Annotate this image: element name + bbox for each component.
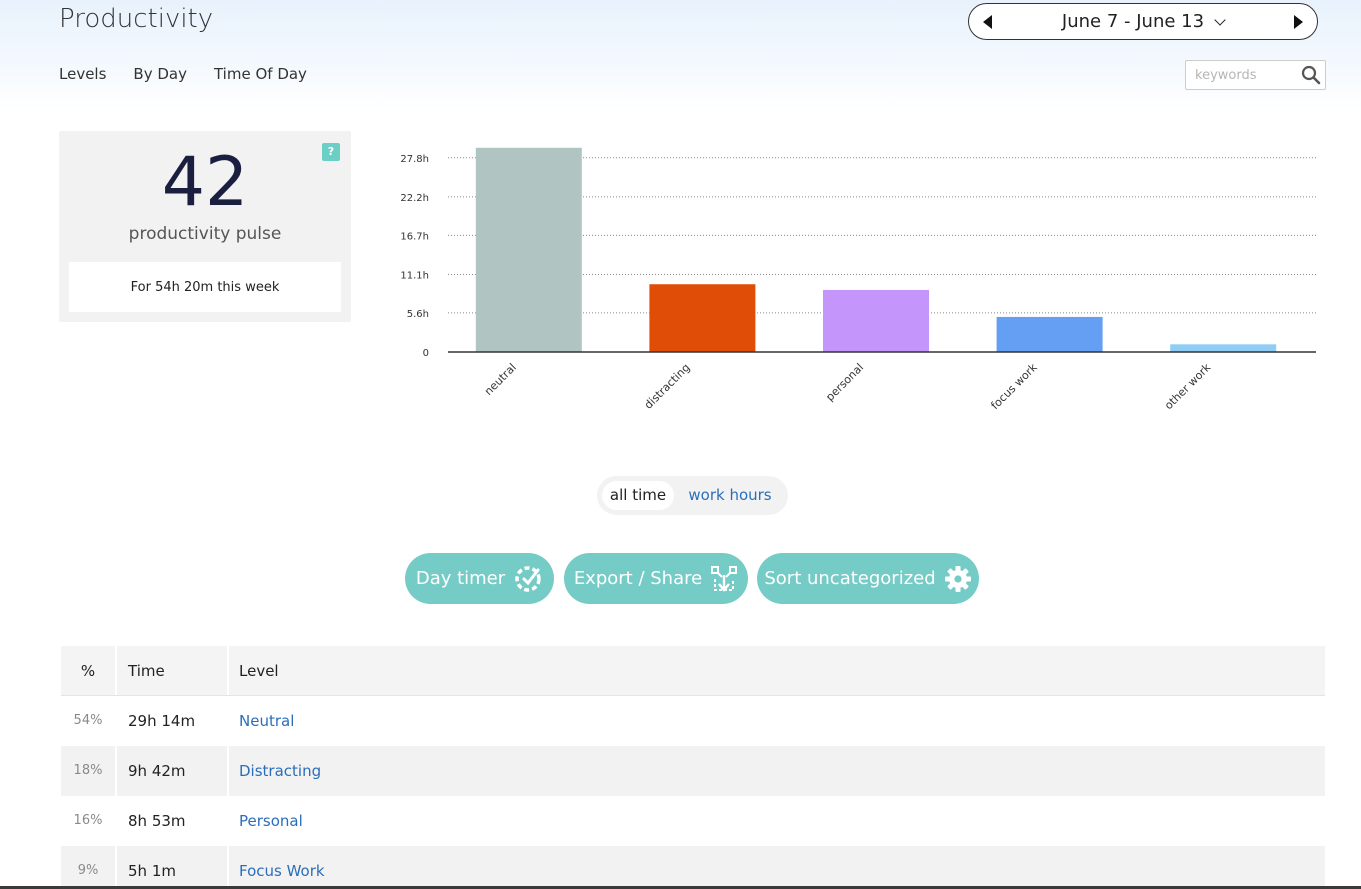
chevron-down-icon [1214, 13, 1226, 26]
next-week-icon[interactable] [1293, 14, 1303, 29]
tab-by-day[interactable]: By Day [133, 65, 187, 83]
row-level-link[interactable]: Personal [227, 796, 1325, 846]
bar-personal[interactable] [823, 289, 929, 352]
x-tick-label: focus work [988, 360, 1040, 412]
row-percent: 16% [73, 813, 103, 828]
sort-uncategorized-button[interactable]: Sort uncategorized [757, 553, 979, 604]
row-time: 9h 42m [115, 746, 227, 796]
toggle-all-time[interactable]: all time [602, 481, 674, 510]
page-title: Productivity [59, 4, 214, 34]
y-tick-label: 27.8h [400, 154, 429, 165]
x-tick-label: other work [1162, 360, 1214, 412]
day-timer-label: Day timer [415, 568, 506, 589]
day-timer-button[interactable]: Day timer [405, 553, 554, 604]
header-level[interactable]: Level [227, 646, 1325, 695]
row-time: 5h 1m [115, 846, 227, 889]
date-range-picker: June 7 - June 13 [968, 3, 1318, 40]
tab-levels[interactable]: Levels [59, 65, 107, 83]
table-row: 16% 8h 53m Personal [61, 796, 1325, 846]
x-tick-label: personal [823, 361, 866, 404]
toggle-work-hours[interactable]: work hours [688, 486, 772, 504]
bar-focus-work[interactable] [996, 316, 1103, 352]
y-tick-label: 22.2h [400, 193, 429, 204]
bar-distracting[interactable] [649, 284, 756, 352]
previous-week-icon[interactable] [983, 14, 992, 29]
table-row: 18% 9h 42m Distracting [61, 746, 1325, 796]
timer-icon [515, 565, 541, 592]
row-percent: 54% [73, 713, 103, 728]
help-icon[interactable]: ? [322, 143, 340, 161]
y-tick-label: 0 [423, 348, 429, 359]
y-tick-label: 5.6h [407, 309, 429, 320]
header-percent[interactable]: % [80, 662, 96, 680]
search-input[interactable] [1186, 61, 1296, 89]
levels-table: % Time Level 54% 29h 14m Neutral 18% 9h … [61, 646, 1325, 889]
y-tick-label: 11.1h [400, 270, 429, 281]
row-percent: 9% [77, 863, 99, 878]
date-range-label: June 7 - June 13 [1061, 11, 1205, 32]
nav-tabs: Levels By Day Time Of Day [59, 65, 307, 83]
bar-other-work[interactable] [1170, 344, 1277, 352]
row-level-link[interactable]: Focus Work [227, 846, 1325, 889]
pulse-label: productivity pulse [128, 224, 282, 244]
row-level-link[interactable]: Neutral [227, 696, 1325, 746]
productivity-pulse-card: ? 42 productivity pulse For 54h 20m this… [59, 131, 351, 322]
pulse-score: 42 [161, 143, 249, 222]
table-row: 9% 5h 1m Focus Work [61, 846, 1325, 889]
export-share-button[interactable]: Export / Share [564, 553, 748, 604]
row-time: 8h 53m [115, 796, 227, 846]
export-share-icon [711, 565, 738, 592]
search-box [1185, 60, 1326, 90]
tab-time-of-day[interactable]: Time Of Day [213, 65, 307, 83]
search-icon[interactable] [1301, 65, 1321, 85]
bottom-divider [0, 886, 1361, 889]
table-header: % Time Level [61, 646, 1325, 696]
time-filter-toggle: all time work hours [597, 476, 788, 515]
table-row: 54% 29h 14m Neutral [61, 696, 1325, 746]
x-tick-label: neutral [482, 361, 519, 398]
row-percent: 18% [73, 763, 103, 778]
export-share-label: Export / Share [573, 568, 703, 589]
y-tick-label: 16.7h [400, 231, 429, 242]
row-time: 29h 14m [115, 696, 227, 746]
productivity-bar-chart: 0 5.6h 11.1h 16.7h 22.2h 27.8h neutral distract… [400, 147, 1316, 412]
header-time[interactable]: Time [115, 646, 227, 695]
x-tick-label: distracting [642, 361, 693, 412]
date-range-dropdown[interactable]: June 7 - June 13 [1061, 11, 1226, 32]
gear-icon [944, 565, 971, 592]
bar-neutral[interactable] [475, 147, 582, 352]
pulse-week-total: For 54h 20m this week [69, 262, 341, 312]
row-level-link[interactable]: Distracting [227, 746, 1325, 796]
sort-uncategorized-label: Sort uncategorized [764, 568, 936, 589]
